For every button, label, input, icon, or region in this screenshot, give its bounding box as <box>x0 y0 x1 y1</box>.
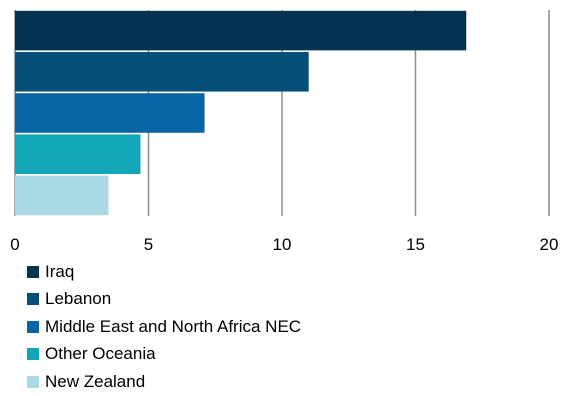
legend-swatch <box>27 293 39 306</box>
legend-label: Lebanon <box>45 289 112 309</box>
bar-lebanon <box>15 52 309 92</box>
x-tick-label: 5 <box>144 235 153 254</box>
legend-swatch <box>27 320 39 333</box>
legend-label: Middle East and North Africa NEC <box>45 316 302 336</box>
legend-swatch <box>27 348 39 361</box>
x-axis-ticks: 0 5 10 15 20 <box>10 235 558 254</box>
bar-other-oceania <box>15 134 141 174</box>
legend: Iraq Lebanon Middle East and North Africa … <box>27 258 301 396</box>
bar-iraq <box>15 10 467 51</box>
bar-new-zealand <box>15 175 109 216</box>
x-tick-label: 0 <box>10 235 19 254</box>
legend-label: New Zealand <box>45 371 146 391</box>
legend-item: Middle East and North Africa NEC <box>27 313 301 341</box>
x-tick-label: 20 <box>540 235 559 254</box>
legend-label: Other Oceania <box>45 344 156 364</box>
legend-swatch <box>27 265 39 278</box>
bar-middle-east-and-north-africa-nec <box>15 93 205 133</box>
x-tick-label: 10 <box>273 235 292 254</box>
legend-swatch <box>27 375 39 388</box>
legend-item: Iraq <box>27 258 301 286</box>
legend-item: Other Oceania <box>27 341 301 369</box>
legend-label: Iraq <box>45 261 75 281</box>
x-tick-label: 15 <box>406 235 425 254</box>
legend-item: Lebanon <box>27 286 301 314</box>
legend-item: New Zealand <box>27 368 301 396</box>
bars <box>15 10 467 216</box>
bar-chart: 0 5 10 15 20 <box>10 10 558 254</box>
